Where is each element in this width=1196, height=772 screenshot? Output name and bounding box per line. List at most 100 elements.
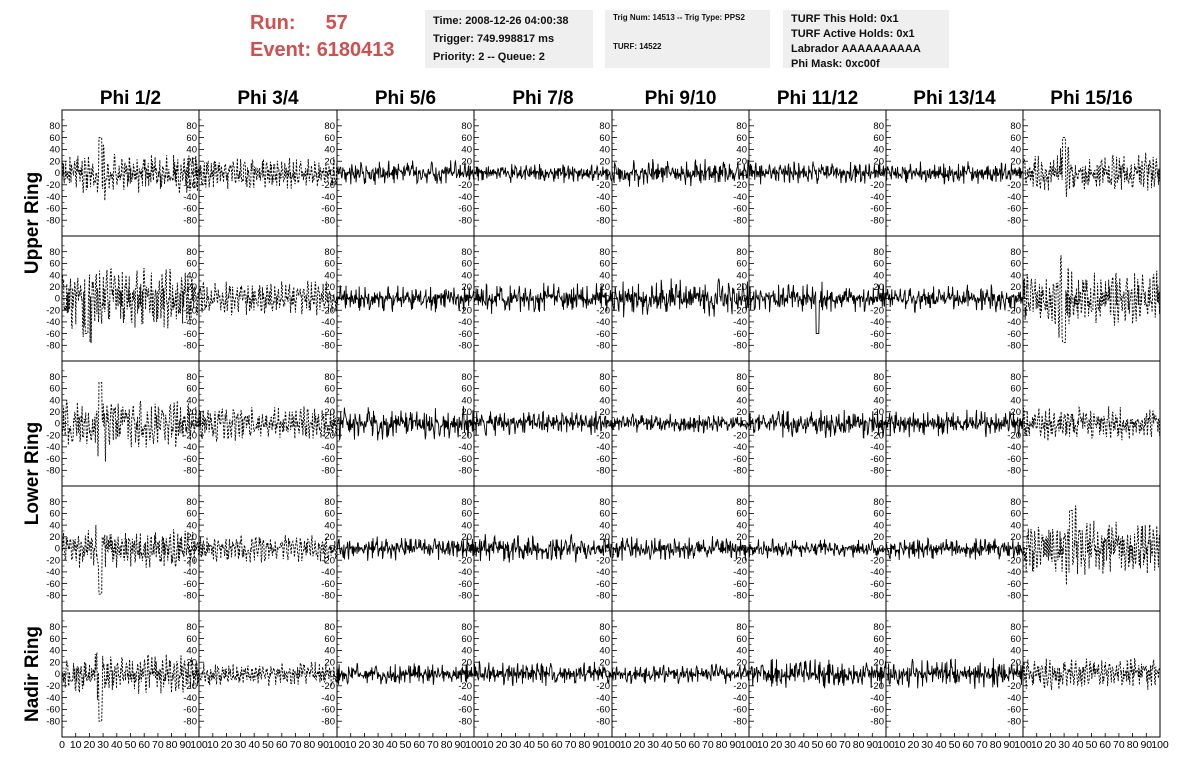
- y-tick-label: -40: [596, 693, 610, 704]
- y-tick-label: 0: [467, 419, 472, 430]
- y-tick-label: 40: [873, 270, 884, 281]
- x-tick-label: 50: [537, 739, 549, 751]
- y-tick-label: 60: [461, 259, 472, 270]
- y-tick-label: 20: [736, 156, 747, 167]
- y-tick-label: 0: [330, 669, 335, 680]
- y-tick-label: 40: [736, 520, 747, 531]
- waveform-series: [748, 409, 887, 439]
- y-tick-label: -40: [1007, 317, 1021, 328]
- y-tick-label: -40: [46, 693, 60, 704]
- y-tick-label: -80: [46, 341, 60, 352]
- y-tick-label: 80: [186, 497, 197, 508]
- y-tick-label: 80: [873, 247, 884, 258]
- x-tick-label: 60: [276, 739, 288, 751]
- y-tick-label: -20: [46, 180, 60, 191]
- y-tick-label: -20: [1007, 180, 1021, 191]
- y-tick-label: -20: [870, 681, 884, 692]
- y-tick-label: 40: [873, 646, 884, 657]
- y-tick-label: 40: [461, 145, 472, 156]
- y-tick-label: -60: [46, 204, 60, 215]
- y-tick-label: 80: [461, 497, 472, 508]
- x-tick-label: 30: [97, 739, 109, 751]
- turf-active-line: TURF Active Holds: 0x1: [791, 28, 915, 40]
- y-tick-label: 20: [186, 657, 197, 668]
- x-tick-label: 100: [603, 739, 621, 751]
- waveform-series: [473, 533, 613, 563]
- y-tick-label: 60: [599, 509, 610, 520]
- y-tick-label: -60: [596, 454, 610, 465]
- y-tick-label: -40: [1007, 567, 1021, 578]
- y-tick-label: -80: [321, 716, 335, 727]
- y-tick-label: 20: [49, 657, 60, 668]
- x-tick-label: 20: [496, 739, 508, 751]
- y-tick-label: -20: [458, 430, 472, 441]
- y-tick-label: 40: [49, 520, 60, 531]
- y-tick-label: -20: [183, 555, 197, 566]
- y-tick-label: 80: [599, 622, 610, 633]
- column-header: Phi 7/8: [512, 88, 573, 109]
- y-tick-label: -60: [46, 705, 60, 716]
- y-tick-label: 80: [736, 247, 747, 258]
- y-tick-label: 60: [873, 384, 884, 395]
- y-tick-label: -40: [321, 442, 335, 453]
- y-tick-label: -80: [596, 716, 610, 727]
- y-tick-label: 40: [599, 520, 610, 531]
- y-tick-label: -40: [596, 317, 610, 328]
- waveform-series: [611, 663, 750, 685]
- y-tick-label: 80: [599, 372, 610, 383]
- y-tick-label: -60: [733, 329, 747, 340]
- y-tick-label: -80: [46, 716, 60, 727]
- x-tick-label: 50: [675, 739, 687, 751]
- y-tick-label: 60: [186, 133, 197, 144]
- y-tick-label: 80: [1010, 121, 1021, 132]
- y-tick-label: 20: [873, 407, 884, 418]
- y-tick-label: -20: [733, 681, 747, 692]
- y-tick-label: -60: [458, 329, 472, 340]
- y-tick-label: 60: [1010, 509, 1021, 520]
- y-tick-label: -40: [596, 192, 610, 203]
- y-tick-label: 60: [873, 259, 884, 270]
- x-tick-label: 80: [990, 739, 1002, 751]
- y-tick-label: 80: [461, 372, 472, 383]
- x-tick-label: 100: [328, 739, 346, 751]
- y-tick-label: -80: [46, 466, 60, 477]
- y-tick-label: 0: [1016, 168, 1021, 179]
- y-tick-label: 60: [324, 384, 335, 395]
- x-tick-label: 20: [908, 739, 920, 751]
- y-tick-label: 40: [873, 520, 884, 531]
- y-tick-label: 40: [461, 395, 472, 406]
- y-tick-label: -80: [596, 466, 610, 477]
- y-tick-label: -80: [733, 341, 747, 352]
- y-tick-label: -40: [458, 317, 472, 328]
- y-tick-label: 20: [873, 282, 884, 293]
- x-tick-label: 70: [976, 739, 988, 751]
- y-tick-label: -40: [870, 317, 884, 328]
- y-tick-label: 20: [1010, 407, 1021, 418]
- y-tick-label: -40: [1007, 192, 1021, 203]
- y-tick-label: 40: [461, 520, 472, 531]
- y-tick-label: 20: [736, 657, 747, 668]
- y-tick-label: -60: [870, 579, 884, 590]
- y-tick-label: -80: [321, 591, 335, 602]
- y-tick-label: -60: [596, 705, 610, 716]
- x-tick-label: 80: [853, 739, 865, 751]
- x-tick-label: 100: [190, 739, 208, 751]
- y-tick-label: -20: [733, 430, 747, 441]
- y-tick-label: 40: [736, 145, 747, 156]
- y-tick-label: 40: [1010, 646, 1021, 657]
- waveform-series: [336, 159, 475, 185]
- x-tick-label: 90: [1140, 739, 1152, 751]
- y-tick-label: 60: [599, 259, 610, 270]
- y-tick-label: 20: [873, 657, 884, 668]
- y-tick-label: -60: [321, 705, 335, 716]
- x-tick-label: 30: [235, 739, 247, 751]
- y-tick-label: -40: [183, 192, 197, 203]
- y-tick-label: -60: [1007, 454, 1021, 465]
- y-tick-label: -60: [733, 204, 747, 215]
